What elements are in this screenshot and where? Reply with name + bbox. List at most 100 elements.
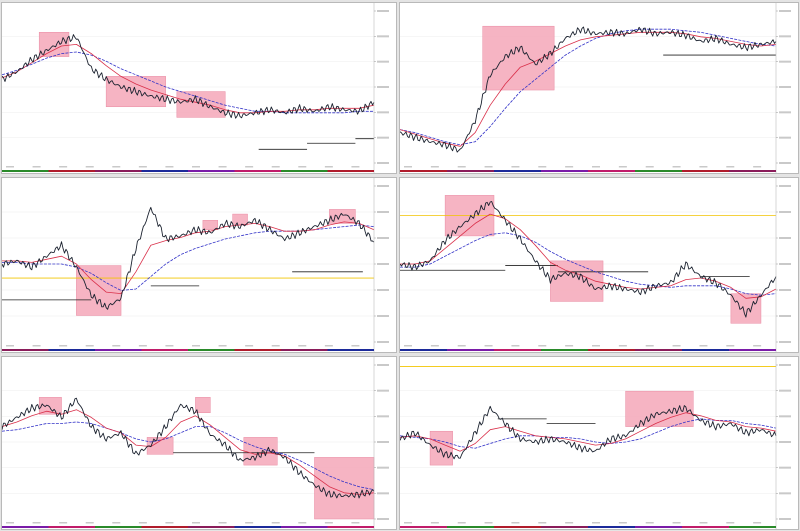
axis-tick-label-placeholder [779, 389, 791, 392]
time-tick-label-placeholder [138, 166, 147, 168]
time-tick-label-placeholder [32, 345, 41, 347]
time-tick-label-placeholder [165, 166, 174, 168]
time-tick-label-placeholder [32, 522, 41, 524]
session-bar-segment [234, 526, 281, 528]
highlight-zone [550, 260, 604, 302]
time-tick-label-placeholder [592, 345, 600, 347]
axis-tick-label-placeholder [779, 10, 791, 12]
axis-tick-label-placeholder [377, 136, 389, 139]
session-bar-segment [95, 526, 142, 528]
time-tick-label-placeholder [645, 522, 654, 524]
time-tick-label-placeholder [672, 522, 681, 524]
chart-svg [400, 3, 791, 173]
session-bar-segment [327, 349, 374, 351]
axis-tick-label-placeholder [779, 492, 791, 495]
time-tick-label-placeholder [538, 166, 547, 168]
time-tick-label-placeholder [85, 345, 94, 347]
time-tick-label-placeholder [618, 166, 627, 168]
time-tick-label-placeholder [351, 166, 360, 168]
time-tick-label-placeholder [699, 345, 708, 347]
axis-tick-label-placeholder [377, 10, 389, 12]
session-bar-segment [541, 349, 588, 351]
time-tick-label-placeholder [430, 522, 439, 524]
session-bar-segment [400, 526, 447, 528]
axis-tick-label-placeholder [377, 415, 389, 418]
time-tick-label-placeholder [351, 345, 360, 347]
time-tick-label-placeholder [404, 166, 412, 168]
session-bar-segment [729, 526, 776, 528]
session-bar-segment [635, 526, 682, 528]
time-tick-label-placeholder [85, 522, 94, 524]
axis-tick-label-placeholder [377, 162, 389, 164]
chart-panel[interactable] [1, 2, 397, 174]
session-bar-segment [188, 526, 235, 528]
chart-panel[interactable] [1, 356, 397, 530]
highlight-zone [232, 213, 248, 226]
time-tick-label-placeholder [6, 345, 14, 347]
session-bar-segment [2, 526, 49, 528]
session-bar-segment [447, 349, 494, 351]
time-tick-label-placeholder [457, 166, 466, 168]
axis-tick-label-placeholder [377, 289, 389, 291]
time-tick-label-placeholder [59, 345, 68, 347]
session-bar-segment [48, 349, 95, 351]
session-bar-segment [400, 170, 447, 172]
time-tick-label-placeholder [271, 345, 280, 347]
ma-blue-line [2, 421, 375, 491]
time-tick-label-placeholder [484, 166, 493, 168]
time-tick-label-placeholder [618, 522, 627, 524]
session-bar-segment [95, 170, 142, 172]
ma-blue-line [400, 232, 777, 296]
time-tick-label-placeholder [271, 522, 280, 524]
time-tick-label-placeholder [753, 522, 762, 524]
time-tick-label-placeholder [298, 522, 307, 524]
axis-tick-label-placeholder [779, 211, 791, 213]
highlight-zone [76, 265, 122, 316]
chart-panel[interactable] [399, 2, 799, 174]
time-tick-label-placeholder [192, 522, 200, 524]
session-bar-segment [447, 526, 494, 528]
time-tick-label-placeholder [271, 166, 280, 168]
chart-panel[interactable] [399, 356, 799, 530]
time-tick-label-placeholder [218, 166, 227, 168]
time-tick-label-placeholder [726, 166, 735, 168]
ma-blue-line [2, 51, 374, 114]
time-tick-label-placeholder [511, 345, 520, 347]
time-tick-label-placeholder [699, 522, 708, 524]
session-bar-segment [188, 170, 235, 172]
axis-tick-label-placeholder [377, 111, 389, 114]
ma-red-line [400, 412, 777, 452]
time-tick-label-placeholder [324, 345, 333, 347]
chart-svg [400, 178, 791, 352]
time-tick-label-placeholder [245, 166, 254, 168]
time-tick-label-placeholder [592, 522, 600, 524]
time-tick-label-placeholder [192, 345, 200, 347]
axis-tick-label-placeholder [377, 86, 389, 88]
time-tick-label-placeholder [112, 166, 121, 168]
axis-tick-label-placeholder [377, 211, 389, 213]
session-bar-segment [447, 170, 494, 172]
time-tick-label-placeholder [165, 345, 174, 347]
time-tick-label-placeholder [112, 345, 121, 347]
chart-panel[interactable] [1, 177, 397, 353]
chart-svg [400, 357, 791, 529]
chart-svg [2, 3, 389, 173]
time-tick-label-placeholder [298, 166, 307, 168]
time-tick-label-placeholder [430, 166, 439, 168]
session-bar-segment [48, 526, 95, 528]
price-line [2, 34, 375, 119]
time-tick-label-placeholder [672, 345, 681, 347]
axis-tick-label-placeholder [377, 518, 389, 520]
session-bar-segment [188, 349, 235, 351]
time-tick-label-placeholder [753, 166, 762, 168]
time-tick-label-placeholder [32, 166, 41, 168]
time-tick-label-placeholder [404, 522, 412, 524]
chart-panel[interactable] [399, 177, 799, 353]
axis-tick-label-placeholder [779, 111, 791, 114]
session-bar-segment [588, 349, 635, 351]
axis-tick-label-placeholder [377, 389, 389, 392]
highlight-zone [195, 397, 211, 413]
axis-tick-label-placeholder [779, 415, 791, 418]
session-bar-segment [729, 170, 776, 172]
